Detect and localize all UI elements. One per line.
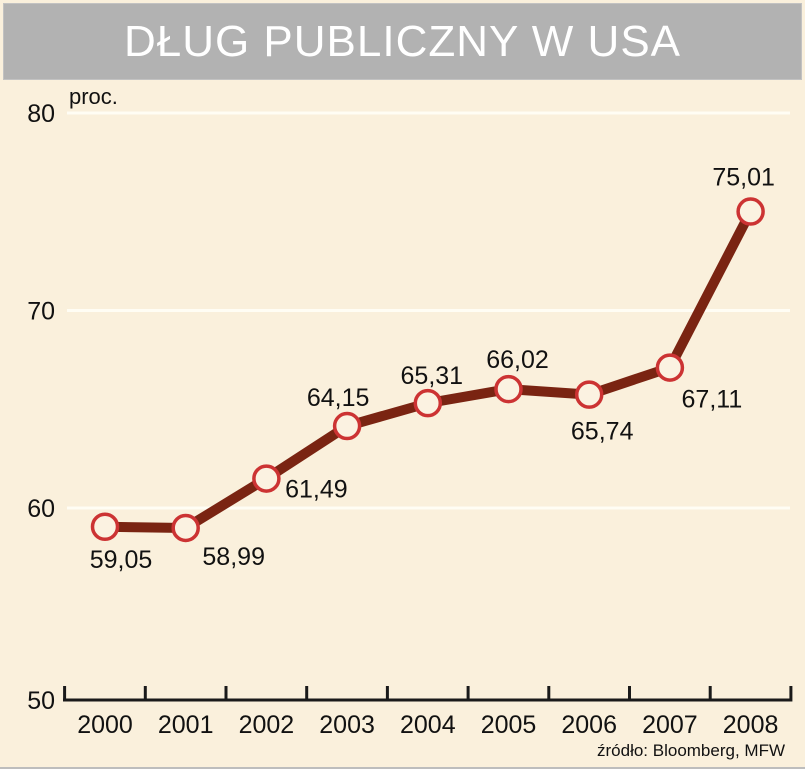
data-point-label-2001: 58,99 (202, 543, 265, 571)
x-tick-label-2007: 2007 (642, 711, 698, 739)
data-point-2000 (90, 512, 120, 542)
x-tick-label-2008: 2008 (723, 711, 779, 739)
data-point-label-2008: 75,01 (712, 164, 775, 192)
chart-title: DŁUG PUBLICZNY W USA (123, 16, 682, 66)
chart-title-bar: DŁUG PUBLICZNY W USA (3, 3, 802, 80)
data-point-label-2006: 65,74 (571, 418, 634, 446)
y-tick-label-80: 80 (27, 100, 55, 128)
data-point-2008 (736, 197, 765, 226)
data-point-label-2007: 67,11 (682, 386, 743, 414)
data-point-label-2005: 66,02 (486, 346, 549, 374)
data-point-label-2000: 59,05 (90, 546, 153, 574)
x-tick-label-2006: 2006 (561, 711, 617, 739)
data-point-2002 (252, 464, 281, 493)
x-tick-label-2000: 2000 (77, 711, 133, 739)
x-tick-label-2004: 2004 (400, 711, 456, 739)
data-point-label-2004: 65,31 (401, 362, 464, 390)
data-point-2007 (655, 353, 685, 382)
data-point-2001 (171, 513, 200, 543)
y-axis-unit-label: proc. (69, 84, 118, 109)
data-point-2006 (574, 380, 604, 409)
data-point-2004 (413, 388, 443, 418)
x-tick-label-2002: 2002 (239, 711, 295, 739)
bottom-border (0, 767, 805, 769)
data-point-label-2002: 61,49 (285, 476, 348, 504)
y-tick-label-70: 70 (27, 298, 55, 326)
y-tick-label-50: 50 (27, 687, 55, 715)
x-tick-label-2003: 2003 (319, 711, 375, 739)
data-point-2003 (332, 411, 362, 441)
data-point-label-2003: 64,15 (307, 384, 370, 412)
x-tick-label-2001: 2001 (158, 711, 214, 739)
y-tick-label-60: 60 (27, 495, 55, 523)
data-point-2005 (494, 374, 523, 404)
source-attribution: źródło: Bloomberg, MFW (597, 741, 785, 760)
x-tick-label-2005: 2005 (481, 711, 537, 739)
